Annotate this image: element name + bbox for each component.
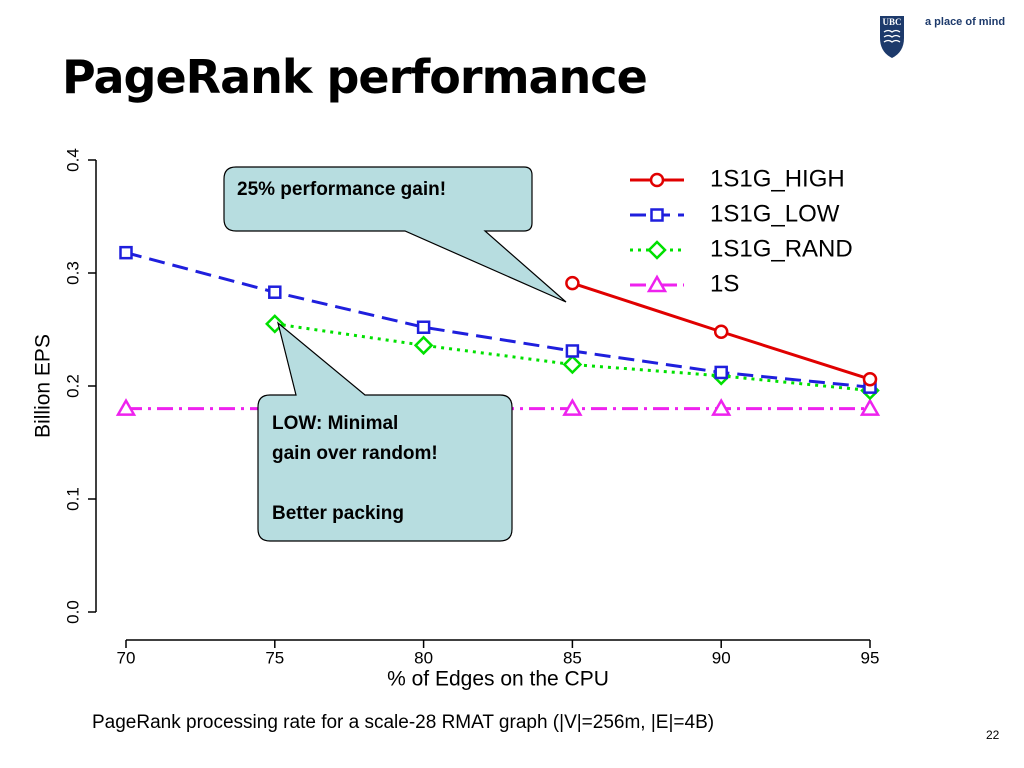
legend-marker <box>647 240 667 260</box>
legend-label: 1S1G_RAND <box>710 235 853 262</box>
ubc-logo-text: UBC <box>882 17 901 27</box>
y-tick-label: 0.1 <box>63 487 82 511</box>
y-tick-label: 0.2 <box>63 374 82 398</box>
data-point-1s1g_low <box>714 365 728 380</box>
x-axis-title: % of Edges on the CPU <box>387 668 609 691</box>
data-point-1s <box>115 398 137 416</box>
legend-marker <box>650 208 664 222</box>
y-tick-label: 0.0 <box>63 600 82 624</box>
data-point-1s1g_high <box>713 324 729 340</box>
legend-label: 1S1G_HIGH <box>710 165 845 192</box>
series-line-1s1g_low <box>125 251 871 389</box>
data-point-1s1g_low <box>565 344 580 358</box>
data-point-1s1g_high <box>565 275 580 291</box>
callout-bubble-performance-gain <box>223 166 567 303</box>
callout-performance-gain-text: 25% performance gain! <box>237 179 447 200</box>
ubc-logo: UBC <box>880 16 904 58</box>
data-point-1s1g_rand <box>562 354 583 375</box>
x-tick-label: 80 <box>414 648 433 667</box>
data-point-1s1g_high <box>862 371 878 387</box>
data-point-1s <box>562 398 583 416</box>
callout-bubble-low-gain <box>257 321 513 542</box>
x-tick-label: 95 <box>861 648 880 667</box>
data-point-1s1g_rand <box>413 335 434 356</box>
legend-marker <box>649 172 665 188</box>
legend-label: 1S1G_LOW <box>710 200 840 227</box>
legend-label: 1S <box>710 270 739 297</box>
y-tick-label: 0.4 <box>63 148 82 172</box>
data-point-1s1g_low <box>119 245 133 260</box>
x-tick-label: 85 <box>563 648 582 667</box>
legend-marker <box>646 274 668 293</box>
data-point-1s <box>859 398 881 416</box>
x-tick-label: 75 <box>265 648 284 667</box>
callout-low-gain-text: LOW: Minimal gain over random! Better pa… <box>272 413 438 524</box>
data-point-1s1g_low <box>268 285 282 299</box>
x-tick-label: 90 <box>712 648 731 667</box>
slide-caption: PageRank processing rate for a scale-28 … <box>92 712 715 733</box>
x-tick-label: 70 <box>117 648 136 667</box>
y-tick-label: 0.3 <box>63 261 82 285</box>
data-point-1s <box>711 398 732 416</box>
tagline: a place of mind <box>925 16 1006 28</box>
page-number: 22 <box>986 728 1000 742</box>
data-point-1s1g_low <box>416 320 431 334</box>
y-axis-title: Billion EPS <box>32 334 55 438</box>
slide-title: PageRank performance <box>62 50 648 104</box>
